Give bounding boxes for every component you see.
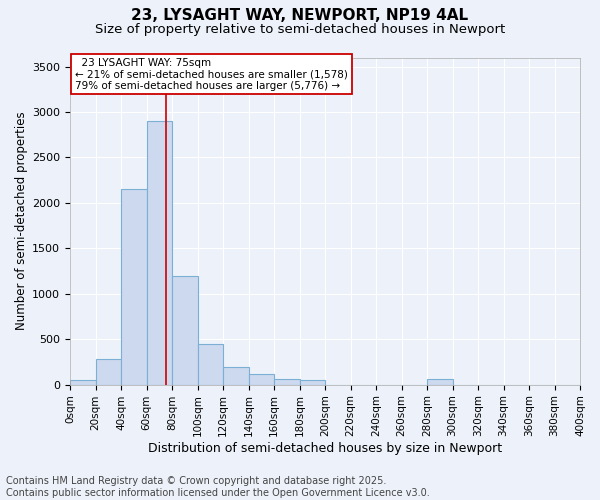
Bar <box>121 190 146 384</box>
Text: Contains HM Land Registry data © Crown copyright and database right 2025.
Contai: Contains HM Land Registry data © Crown c… <box>6 476 430 498</box>
Bar <box>172 276 197 384</box>
Bar <box>274 379 299 384</box>
X-axis label: Distribution of semi-detached houses by size in Newport: Distribution of semi-detached houses by … <box>148 442 502 455</box>
Bar <box>95 360 121 384</box>
Bar <box>223 366 248 384</box>
Text: 23 LYSAGHT WAY: 75sqm  
← 21% of semi-detached houses are smaller (1,578)
79% of: 23 LYSAGHT WAY: 75sqm ← 21% of semi-deta… <box>75 58 348 90</box>
Bar <box>427 380 452 384</box>
Bar <box>299 380 325 384</box>
Text: 23, LYSAGHT WAY, NEWPORT, NP19 4AL: 23, LYSAGHT WAY, NEWPORT, NP19 4AL <box>131 8 469 22</box>
Y-axis label: Number of semi-detached properties: Number of semi-detached properties <box>15 112 28 330</box>
Bar <box>70 380 95 384</box>
Bar <box>146 121 172 384</box>
Bar <box>197 344 223 385</box>
Text: Size of property relative to semi-detached houses in Newport: Size of property relative to semi-detach… <box>95 22 505 36</box>
Bar <box>248 374 274 384</box>
